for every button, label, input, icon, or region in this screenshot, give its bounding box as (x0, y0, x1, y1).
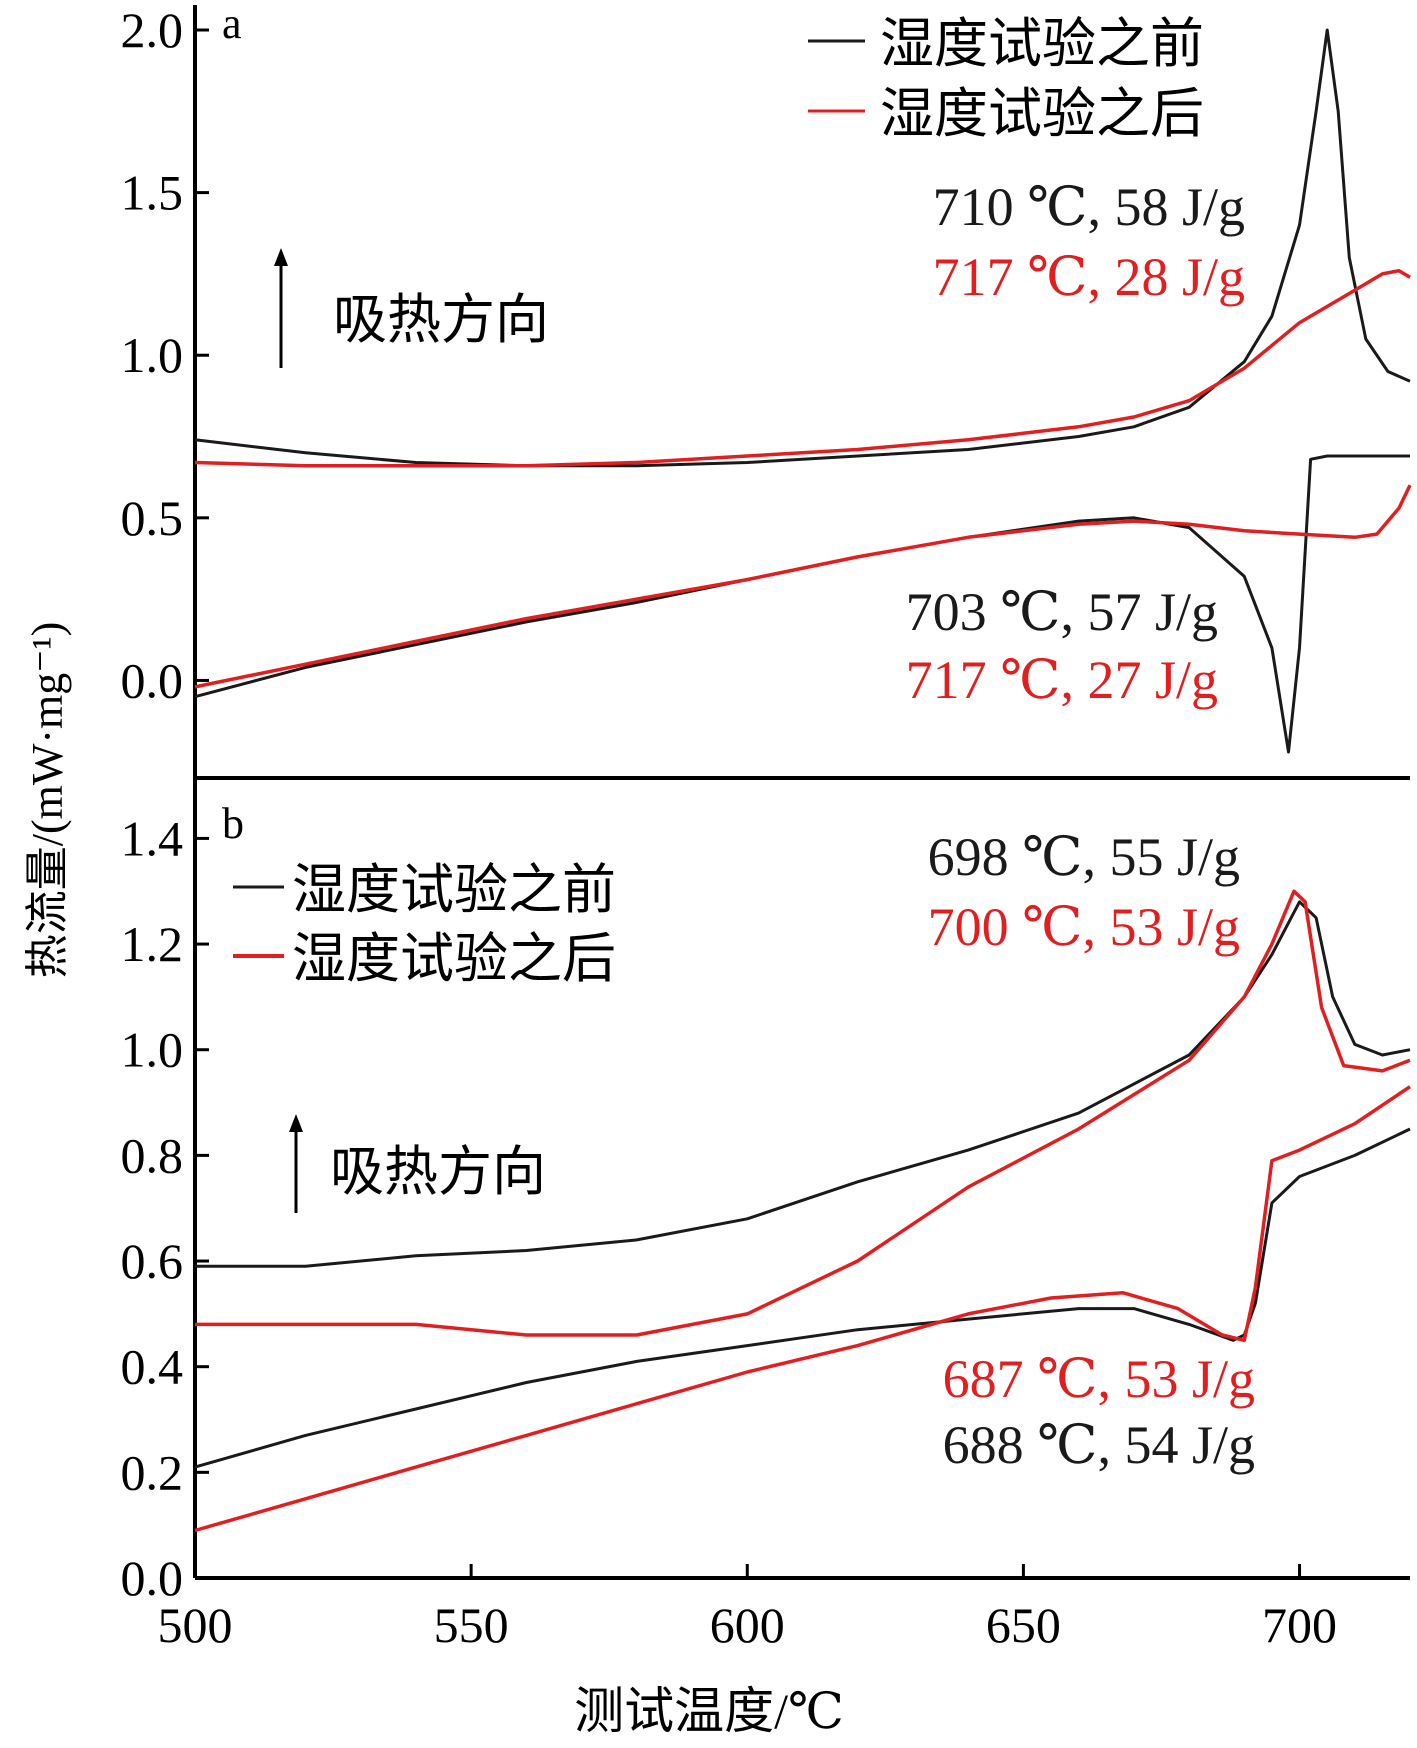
panel-b-endotherm-arrow: 吸热方向 (289, 1114, 546, 1213)
x-tick-label: 600 (710, 1597, 785, 1653)
panel-a-y-tick-label: 1.0 (121, 327, 184, 383)
panel-a-label: a (222, 0, 242, 48)
panel-b-series-after-cooling (194, 1085, 1411, 1533)
panel-b-label: b (222, 799, 244, 848)
annotation-after-heating: 700 ℃, 53 J/g (928, 897, 1240, 957)
panel-b-series-before-cooling (194, 1127, 1411, 1469)
panel-a-y-tick-label: 0.5 (121, 490, 184, 546)
panel-b-y-tick-label: 1.4 (121, 810, 184, 866)
annotation-before-cooling: 703 ℃, 57 J/g (906, 582, 1218, 642)
arrow-head-icon (289, 1114, 303, 1132)
panel-b-y-tick-label: 0.0 (121, 1550, 184, 1606)
panel-a-y-tick-label: 0.0 (121, 652, 184, 708)
panel-a-lines (194, 28, 1412, 754)
y-axis-label: 热流量/(mW·mg⁻¹) (23, 622, 72, 979)
panel-b-series-after-heating (195, 889, 1411, 1337)
annotation-after-heating: 717 ℃, 28 J/g (933, 247, 1245, 307)
panel-b-y-tick-label: 0.4 (121, 1339, 184, 1395)
legend-label-before: 湿度试验之前 (292, 860, 616, 920)
arrow-label: 吸热方向 (333, 290, 549, 350)
legend-label-after: 湿度试验之后 (880, 84, 1204, 144)
annotation-after-cooling: 717 ℃, 27 J/g (906, 650, 1218, 710)
annotation-before-heating: 698 ℃, 55 J/g (928, 827, 1240, 887)
x-tick-label: 650 (986, 1597, 1061, 1653)
panel-a-legend: 湿度试验之前 湿度试验之后 (808, 14, 1204, 144)
panel-b-legend: 湿度试验之前 湿度试验之后 (233, 860, 616, 989)
panel-a-series-after-cooling (194, 484, 1412, 689)
panel-b-series-before-heating (195, 900, 1411, 1268)
panel-b-y-tick-label: 1.2 (121, 916, 184, 972)
x-tick-label: 550 (434, 1597, 509, 1653)
x-tick-label: 500 (158, 1597, 233, 1653)
panel-a-endotherm-arrow: 吸热方向 (274, 248, 549, 368)
panel-b-y-tick-label: 0.8 (121, 1127, 184, 1183)
arrow-label: 吸热方向 (330, 1142, 546, 1202)
annotation-before-heating: 710 ℃, 58 J/g (933, 177, 1245, 237)
panel-a-series-before-cooling (194, 454, 1410, 754)
panel-a-y-ticks: 0.0 0.5 1.0 1.5 2.0 (121, 2, 209, 708)
panel-b-y-tick-label: 0.6 (121, 1233, 184, 1289)
annotation-after-cooling: 687 ℃, 53 J/g (943, 1349, 1255, 1409)
panel-b-y-ticks: 0.0 0.2 0.4 0.6 0.8 1.0 1.2 1.4 (121, 810, 209, 1606)
panel-b-y-tick-label: 0.2 (121, 1444, 184, 1500)
x-tick-label: 700 (1262, 1597, 1337, 1653)
panel-a-series-after-heating (194, 268, 1411, 468)
panel-b-lines (194, 889, 1411, 1533)
panel-a-y-tick-label: 1.5 (121, 165, 184, 221)
x-axis-ticks: 500 550 600 650 700 (158, 1564, 1337, 1653)
panel-a: 0.0 0.5 1.0 1.5 2.0 a 湿度试验之前 湿度试验之后 吸热方向 710… (121, 0, 1412, 778)
legend-label-after: 湿度试验之后 (292, 929, 616, 989)
panel-b-y-tick-label: 1.0 (121, 1022, 184, 1078)
annotation-before-cooling: 688 ℃, 54 J/g (943, 1415, 1255, 1475)
legend-label-before: 湿度试验之前 (880, 14, 1204, 74)
panel-b: 0.0 0.2 0.4 0.6 0.8 1.0 1.2 1.4 b 湿度试验之前 湿度试验之后… (121, 778, 1411, 1606)
arrow-head-icon (274, 248, 288, 266)
x-axis-label: 测试温度/℃ (574, 1683, 844, 1739)
panel-a-y-tick-label: 2.0 (121, 2, 184, 58)
